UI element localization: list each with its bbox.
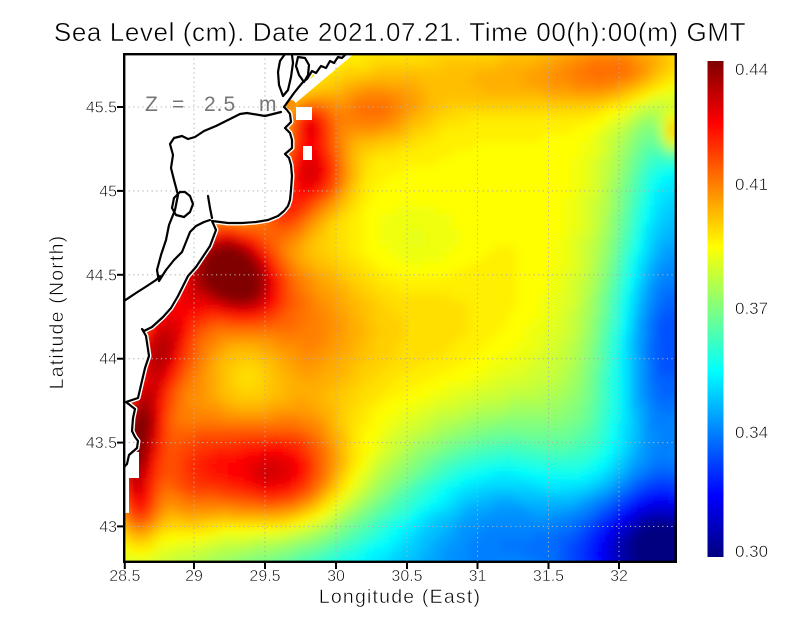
svg-text:0.30: 0.30: [735, 542, 768, 561]
svg-text:44: 44: [99, 351, 117, 368]
svg-text:43: 43: [99, 519, 117, 536]
svg-text:0.37: 0.37: [735, 299, 768, 318]
svg-text:31: 31: [469, 568, 487, 585]
svg-text:Latitude (North): Latitude (North): [46, 235, 68, 390]
svg-text:29: 29: [185, 568, 203, 585]
svg-text:m: m: [259, 93, 278, 116]
svg-text:28.5: 28.5: [109, 568, 140, 585]
svg-text:30: 30: [327, 568, 345, 585]
svg-text:2.5: 2.5: [204, 93, 236, 116]
svg-text:45.5: 45.5: [86, 100, 117, 117]
svg-text:Sea Level (cm). Date 2021.07.2: Sea Level (cm). Date 2021.07.21. Time 00…: [54, 17, 746, 47]
svg-text:32: 32: [610, 568, 628, 585]
svg-text:44.5: 44.5: [86, 267, 117, 284]
svg-text:0.44: 0.44: [735, 60, 768, 79]
svg-text:31.5: 31.5: [533, 568, 564, 585]
svg-text:Z: Z: [145, 93, 159, 116]
svg-text:30.5: 30.5: [391, 568, 422, 585]
svg-text:Longitude (East): Longitude (East): [319, 586, 481, 608]
svg-text:=: =: [172, 93, 185, 116]
svg-text:43.5: 43.5: [86, 435, 117, 452]
svg-text:0.41: 0.41: [735, 175, 768, 194]
svg-text:45: 45: [99, 183, 117, 200]
svg-text:29.5: 29.5: [249, 568, 280, 585]
svg-text:0.34: 0.34: [735, 423, 768, 442]
